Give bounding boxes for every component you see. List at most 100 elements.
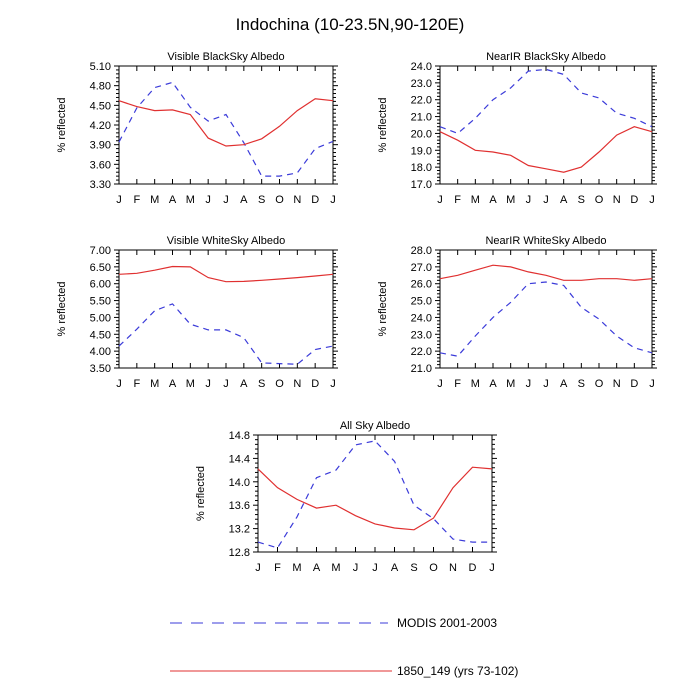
y-axis-label: % reflected (377, 281, 389, 336)
y-tick-label: 13.2 (229, 524, 250, 536)
x-tick-label: J (205, 194, 211, 206)
x-tick-label: J (205, 378, 211, 390)
x-tick-label: J (543, 194, 549, 206)
y-tick-label: 7.00 (90, 245, 111, 257)
chart-panel: NearIR WhiteSky Albedo 21.0 22.0 23.0 24.0 25… (377, 235, 657, 390)
series-line-model (439, 264, 653, 281)
x-tick-label: N (613, 378, 621, 390)
x-tick-label: M (506, 378, 515, 390)
x-tick-label: D (311, 378, 319, 390)
x-tick-label: S (578, 194, 585, 206)
y-tick-label: 3.50 (90, 363, 111, 375)
y-tick-label: 4.20 (90, 120, 111, 132)
x-tick-label: M (331, 562, 340, 574)
panel-title: NearIR BlackSky Albedo (486, 51, 606, 63)
x-tick-label: D (630, 194, 638, 206)
x-tick-label: D (630, 378, 638, 390)
x-tick-label: F (274, 562, 281, 574)
x-tick-label: S (258, 194, 265, 206)
x-tick-label: M (150, 194, 159, 206)
x-tick-label: J (649, 194, 655, 206)
y-tick-label: 3.30 (90, 179, 111, 191)
x-tick-label: J (372, 562, 378, 574)
x-tick-label: O (595, 194, 604, 206)
y-tick-label: 17.0 (411, 179, 432, 191)
y-axis-label: % reflected (56, 97, 68, 152)
x-tick-label: J (116, 378, 122, 390)
y-tick-label: 4.50 (90, 329, 111, 341)
y-tick-label: 6.50 (90, 262, 111, 274)
y-tick-label: 19.0 (411, 145, 432, 157)
x-tick-label: A (489, 378, 497, 390)
x-tick-label: J (437, 378, 443, 390)
series-line-modis (439, 281, 653, 357)
y-tick-label: 23.0 (411, 329, 432, 341)
y-tick-label: 4.00 (90, 346, 111, 358)
x-tick-label: O (275, 194, 284, 206)
x-tick-label: S (258, 378, 265, 390)
x-tick-label: M (471, 378, 480, 390)
x-tick-label: J (353, 562, 359, 574)
y-tick-label: 5.50 (90, 296, 111, 308)
x-tick-label: A (560, 378, 568, 390)
y-tick-label: 23.0 (411, 78, 432, 90)
y-tick-label: 5.10 (90, 61, 111, 73)
x-tick-label: J (223, 194, 229, 206)
y-tick-label: 4.50 (90, 100, 111, 112)
x-tick-label: A (489, 194, 497, 206)
x-tick-label: N (293, 194, 301, 206)
x-tick-label: A (169, 378, 177, 390)
panel-title: All Sky Albedo (340, 420, 410, 432)
panel-title: Visible BlackSky Albedo (167, 51, 284, 63)
x-tick-label: F (454, 378, 461, 390)
legend-label-modis: MODIS 2001-2003 (397, 616, 497, 630)
y-tick-label: 21.0 (411, 363, 432, 375)
x-tick-label: J (649, 378, 655, 390)
x-tick-label: N (449, 562, 457, 574)
plot-frame (439, 65, 653, 185)
x-tick-label: A (391, 562, 399, 574)
chart-panel: Visible WhiteSky Albedo 3.50 4.00 4.50 5.00 5… (56, 235, 338, 390)
y-tick-label: 22.0 (411, 346, 432, 358)
series-line-modis (118, 303, 334, 365)
series-line-model (257, 466, 493, 531)
series-line-model (118, 265, 334, 283)
y-tick-label: 20.0 (411, 128, 432, 140)
plot-frame (439, 249, 653, 369)
chart-panel: Visible BlackSky Albedo 3.30 3.60 3.90 4.20 4… (56, 51, 338, 206)
figure-title: Indochina (10-23.5N,90-120E) (236, 15, 465, 34)
y-tick-label: 5.00 (90, 312, 111, 324)
y-axis-label: % reflected (377, 97, 389, 152)
x-tick-label: F (454, 194, 461, 206)
x-tick-label: M (186, 378, 195, 390)
legend-label-model: 1850_149 (yrs 73-102) (397, 664, 518, 678)
panel-title: Visible WhiteSky Albedo (167, 235, 285, 247)
series-line-modis (118, 81, 334, 177)
y-tick-label: 28.0 (411, 245, 432, 257)
x-tick-label: M (186, 194, 195, 206)
x-tick-label: J (116, 194, 122, 206)
legend: MODIS 2001-2003 1850_149 (yrs 73-102) (170, 616, 518, 678)
y-tick-label: 12.8 (229, 547, 250, 559)
y-axis-label: % reflected (195, 466, 207, 521)
x-tick-label: J (330, 378, 336, 390)
plot-frame (118, 65, 334, 185)
series-line-model (439, 126, 653, 173)
x-tick-label: D (469, 562, 477, 574)
y-tick-label: 24.0 (411, 61, 432, 73)
x-tick-label: O (429, 562, 438, 574)
y-tick-label: 26.0 (411, 279, 432, 291)
chart-panel: NearIR BlackSky Albedo 17.0 18.0 19.0 20.0 21… (377, 51, 657, 206)
x-tick-label: F (133, 194, 140, 206)
x-tick-label: A (560, 194, 568, 206)
x-tick-label: J (223, 378, 229, 390)
x-tick-label: N (293, 378, 301, 390)
x-tick-label: A (313, 562, 321, 574)
x-tick-label: J (255, 562, 261, 574)
y-tick-label: 13.6 (229, 500, 250, 512)
x-tick-label: F (133, 378, 140, 390)
x-tick-label: J (543, 378, 549, 390)
x-tick-label: O (275, 378, 284, 390)
y-tick-label: 24.0 (411, 312, 432, 324)
